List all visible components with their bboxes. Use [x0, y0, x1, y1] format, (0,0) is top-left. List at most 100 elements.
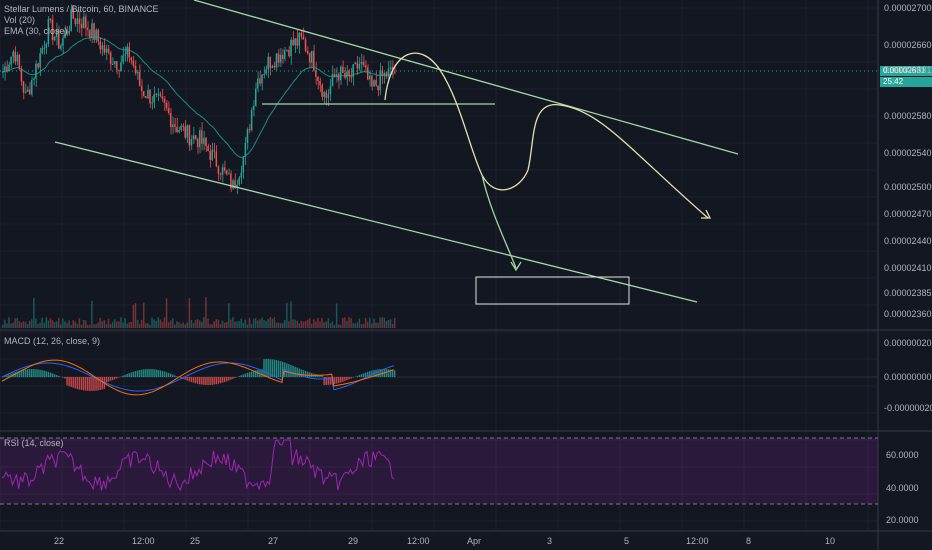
candle-body — [122, 55, 124, 63]
time-tick-label: 10 — [825, 536, 836, 546]
rsi-band-fill — [0, 438, 878, 504]
candle-body — [298, 32, 301, 46]
candle-body — [145, 96, 147, 99]
candle-body — [107, 48, 110, 53]
volume-bar — [248, 318, 251, 328]
macd-tick-label: -0.00000020 — [884, 403, 932, 413]
symbol-title[interactable]: Stellar Lumens / Bitcoin, 60, BINANCE — [4, 4, 159, 14]
candle-body — [87, 27, 89, 31]
macd-histogram-bar — [109, 377, 112, 381]
macd-legend[interactable]: MACD (12, 26, close, 9) — [4, 336, 101, 346]
volume-bar — [49, 318, 52, 328]
price-tick-label: 0.00002580 — [884, 111, 932, 121]
macd-histogram-bar — [304, 370, 307, 377]
candle-body — [329, 86, 332, 95]
volume-bar — [329, 323, 332, 328]
volume-bar — [118, 321, 120, 328]
candle-body — [28, 89, 31, 95]
volume-bar — [238, 320, 240, 328]
macd-histogram-bar — [80, 377, 83, 391]
candle-body — [238, 177, 240, 185]
macd-histogram-bar — [180, 377, 182, 379]
time-tick-label: 25 — [190, 536, 201, 546]
upper-channel-line — [193, 0, 739, 155]
volume-bar — [2, 324, 4, 328]
candle-body — [292, 39, 294, 46]
macd-histogram-bar — [199, 377, 201, 385]
candle-body — [327, 94, 330, 98]
rsi-tick-label: 40.0000 — [886, 483, 919, 493]
macd-histogram-bar — [55, 374, 58, 377]
volume-bar — [225, 321, 228, 328]
candle-body — [321, 85, 323, 97]
volume-bar — [317, 318, 319, 328]
macd-histogram-bar — [47, 371, 50, 377]
macd-histogram-bar — [211, 377, 213, 385]
macd-histogram-bar — [201, 377, 203, 385]
candle-body — [8, 64, 10, 72]
candle-body — [207, 146, 209, 151]
candle-body — [16, 54, 18, 62]
macd-histogram-bar — [97, 377, 99, 391]
macd-histogram-bar — [290, 364, 292, 377]
candle-body — [68, 30, 70, 34]
candle-body — [275, 53, 278, 68]
macd-histogram-bar — [364, 372, 367, 377]
macd-histogram-bar — [113, 377, 116, 380]
volume-bar — [60, 324, 62, 328]
macd-histogram-bar — [132, 371, 135, 377]
macd-histogram-bar — [192, 377, 195, 383]
macd-histogram-bar — [369, 371, 371, 377]
time-tick-label: 12:00 — [132, 536, 155, 546]
macd-histogram-bar — [348, 377, 350, 380]
volume-bar — [26, 323, 29, 328]
candle-body — [213, 150, 215, 152]
candle-body — [10, 56, 12, 65]
volume-bar — [136, 319, 139, 328]
volume-bar — [300, 320, 303, 328]
macd-histogram-bar — [72, 377, 74, 388]
volume-bar — [22, 321, 25, 328]
volume-bar — [91, 300, 93, 328]
ema-legend[interactable]: EMA (30, close) — [4, 26, 68, 36]
macd-histogram-bar — [33, 369, 35, 377]
macd-histogram-bar — [389, 369, 392, 377]
macd-histogram-bar — [246, 372, 249, 377]
macd-histogram-bar — [221, 377, 224, 383]
volume-bar — [308, 318, 311, 328]
volume-bar — [84, 320, 87, 328]
macd-histogram-bar — [230, 377, 232, 380]
macd-histogram-bar — [16, 371, 18, 377]
candle-body — [331, 74, 334, 87]
volume-bar — [178, 322, 180, 328]
macd-histogram-bar — [159, 370, 162, 377]
macd-histogram-bar — [138, 370, 141, 377]
candle-body — [352, 64, 354, 78]
macd-histogram-bar — [126, 374, 128, 377]
macd-histogram-bar — [26, 369, 29, 377]
volume-bar — [342, 317, 344, 328]
macd-tick-label: 0.00000020 — [884, 338, 932, 348]
vol-legend[interactable]: Vol (20) — [4, 15, 36, 25]
volume-bar — [358, 318, 361, 328]
candle-body — [45, 43, 48, 48]
macd-histogram-bar — [140, 369, 143, 377]
volume-bar — [313, 319, 315, 328]
volume-bar — [57, 317, 60, 328]
candle-body — [234, 180, 236, 189]
candle-body — [306, 50, 309, 54]
macd-histogram-bar — [321, 374, 323, 377]
macd-histogram-bar — [271, 359, 274, 377]
volume-bar — [213, 321, 215, 328]
macd-histogram-bar — [273, 359, 276, 377]
candle-body — [236, 184, 238, 189]
rsi-legend[interactable]: RSI (14, close) — [4, 438, 64, 448]
candle-body — [165, 102, 168, 109]
candle-body — [64, 30, 66, 38]
countdown-tag: 25:42 — [880, 77, 932, 87]
candle-body — [47, 19, 50, 44]
candle-body — [217, 166, 220, 174]
candle-body — [375, 80, 377, 86]
